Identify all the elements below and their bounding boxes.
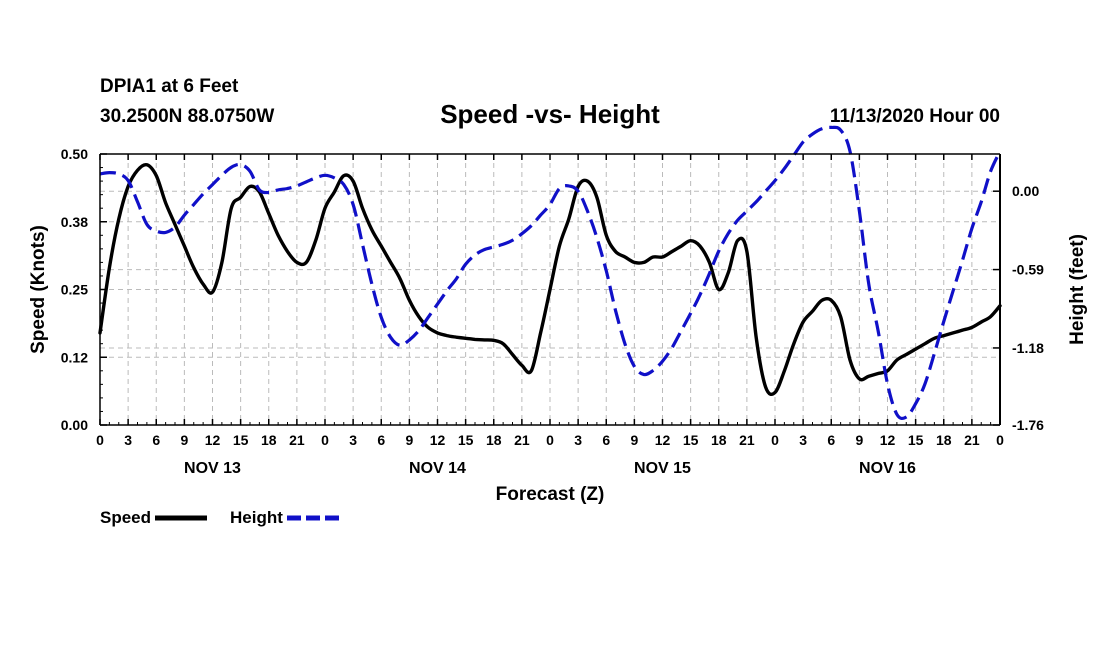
x-tick-label: 18 bbox=[261, 432, 277, 448]
legend-speed-label: Speed bbox=[100, 508, 152, 527]
x-tick-label: 3 bbox=[124, 432, 132, 448]
day-label: NOV 14 bbox=[409, 460, 466, 477]
y2-tick-label: -1.18 bbox=[1012, 340, 1044, 356]
day-label: NOV 16 bbox=[859, 460, 916, 477]
legend-height-swatch bbox=[285, 508, 341, 528]
grid-lines bbox=[100, 154, 1000, 425]
y-tick-label: 0.00 bbox=[61, 417, 88, 433]
x-tick-label: 6 bbox=[377, 432, 385, 448]
x-tick-label: 12 bbox=[205, 432, 221, 448]
x-tick-label: 9 bbox=[630, 432, 638, 448]
y-tick-label: 0.38 bbox=[61, 214, 88, 230]
legend-height: Height bbox=[230, 508, 341, 528]
x-tick-label: 21 bbox=[739, 432, 755, 448]
x-tick-label: 12 bbox=[655, 432, 671, 448]
series-line-speed bbox=[98, 162, 1002, 397]
x-tick-label: 15 bbox=[908, 432, 924, 448]
x-tick-label: 0 bbox=[996, 432, 1004, 448]
x-tick-label: 0 bbox=[96, 432, 104, 448]
legend-speed: Speed bbox=[100, 508, 209, 528]
x-tick-label: 6 bbox=[152, 432, 160, 448]
x-tick-label: 9 bbox=[405, 432, 413, 448]
x-tick-label: 6 bbox=[827, 432, 835, 448]
x-tick-label: 12 bbox=[430, 432, 446, 448]
x-tick-label: 15 bbox=[458, 432, 474, 448]
day-label: NOV 15 bbox=[634, 460, 691, 477]
y-axis-label: Speed (Knots) bbox=[28, 225, 49, 354]
x-tick-label: 9 bbox=[855, 432, 863, 448]
legend-height-label: Height bbox=[230, 508, 283, 527]
y-tick-label: 0.12 bbox=[61, 349, 88, 365]
x-tick-label: 15 bbox=[683, 432, 699, 448]
x-tick-label: 18 bbox=[486, 432, 502, 448]
y2-axis-label: Height (feet) bbox=[1067, 234, 1088, 345]
x-tick-label: 21 bbox=[289, 432, 305, 448]
y-tick-label: 0.25 bbox=[61, 282, 88, 298]
x-tick-label: 9 bbox=[180, 432, 188, 448]
x-tick-label: 0 bbox=[546, 432, 554, 448]
x-tick-label: 21 bbox=[964, 432, 980, 448]
axes bbox=[99, 153, 1001, 426]
chart-date: 11/13/2020 Hour 00 bbox=[829, 106, 1000, 127]
x-tick-label: 0 bbox=[321, 432, 329, 448]
tick-labels: 0 3 6 9 12 15 18 21 0 3 6 9 12 15 18 21 0 3 6 9 12 15 18 21 0 3 6 9… bbox=[61, 146, 1044, 477]
y-tick-label: 0.50 bbox=[61, 146, 88, 162]
x-tick-label: 21 bbox=[514, 432, 530, 448]
y2-tick-label: -1.76 bbox=[1012, 417, 1044, 433]
x-tick-label: 3 bbox=[799, 432, 807, 448]
station-coords: 30.2500N 88.0750W bbox=[100, 106, 275, 127]
x-axis-label: Forecast (Z) bbox=[496, 484, 605, 505]
x-tick-label: 15 bbox=[233, 432, 249, 448]
y2-tick-label: -0.59 bbox=[1012, 262, 1044, 278]
x-tick-label: 18 bbox=[711, 432, 727, 448]
series-lines bbox=[98, 125, 1002, 421]
x-tick-label: 3 bbox=[349, 432, 357, 448]
x-tick-label: 6 bbox=[602, 432, 610, 448]
series-line-height bbox=[99, 125, 1002, 421]
x-tick-label: 3 bbox=[574, 432, 582, 448]
y2-tick-label: 0.00 bbox=[1012, 183, 1039, 199]
x-tick-label: 12 bbox=[880, 432, 896, 448]
legend-speed-swatch bbox=[153, 508, 209, 528]
day-label: NOV 13 bbox=[184, 460, 241, 477]
x-tick-label: 0 bbox=[771, 432, 779, 448]
chart-title: Speed -vs- Height bbox=[440, 99, 660, 129]
x-tick-label: 18 bbox=[936, 432, 952, 448]
station-name: DPIA1 at 6 Feet bbox=[100, 76, 239, 97]
